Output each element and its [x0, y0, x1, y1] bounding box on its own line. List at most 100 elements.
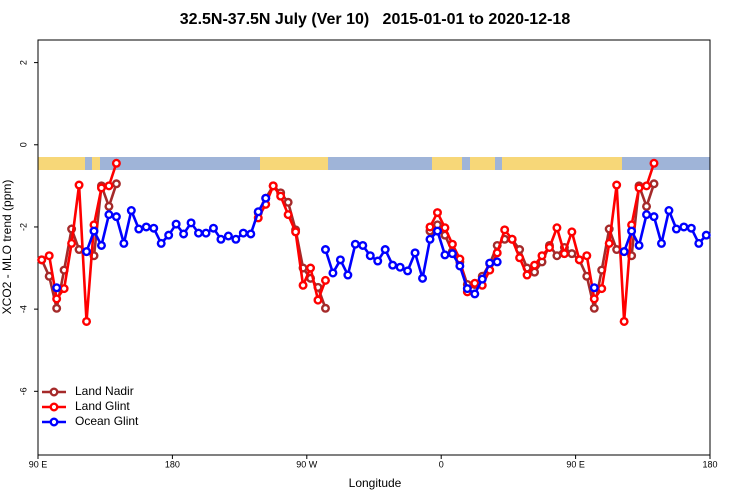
data-point	[470, 289, 480, 299]
data-point	[619, 247, 629, 257]
y-tick-label: 0	[18, 142, 28, 147]
data-point	[82, 247, 92, 257]
data-point	[455, 261, 465, 271]
data-point	[134, 224, 144, 234]
data-point	[567, 249, 577, 259]
data-point	[208, 223, 218, 233]
legend-marker	[49, 402, 59, 412]
x-tick-label: 180	[165, 459, 180, 469]
data-point	[313, 295, 323, 305]
data-point	[365, 251, 375, 261]
data-point	[156, 238, 166, 248]
data-point	[492, 257, 502, 267]
data-point	[649, 158, 659, 168]
data-point	[253, 207, 263, 217]
data-point	[664, 206, 674, 216]
data-point	[201, 228, 211, 238]
data-point	[522, 270, 532, 280]
legend-label: Land Nadir	[75, 384, 134, 398]
data-point	[111, 158, 121, 168]
data-point	[52, 303, 62, 313]
data-point	[37, 255, 47, 265]
x-tick-label: 0	[439, 459, 444, 469]
data-point	[559, 249, 569, 259]
data-point	[261, 193, 271, 203]
data-point	[343, 270, 353, 280]
data-point	[164, 230, 174, 240]
data-point	[477, 274, 487, 284]
data-point	[59, 284, 69, 294]
data-point	[410, 248, 420, 258]
data-point	[634, 240, 644, 250]
data-point	[582, 251, 592, 261]
x-tick-label: 90 E	[566, 459, 585, 469]
data-point	[111, 179, 121, 189]
data-point	[335, 255, 345, 265]
data-point	[649, 212, 659, 222]
data-point	[179, 229, 189, 239]
data-point	[544, 242, 554, 252]
x-tick-label: 90 W	[296, 459, 318, 469]
data-point	[447, 249, 457, 259]
legend-label: Ocean Glint	[75, 414, 139, 428]
data-point	[418, 273, 428, 283]
data-point	[701, 230, 711, 240]
data-point	[126, 206, 136, 216]
data-point	[380, 245, 390, 255]
data-point	[679, 222, 689, 232]
data-point	[589, 303, 599, 313]
land-band	[470, 157, 495, 170]
data-point	[492, 248, 502, 258]
y-axis-label: XCO2 - MLO trend (ppm)	[0, 180, 14, 315]
data-point	[589, 283, 599, 293]
data-point	[373, 256, 383, 266]
data-point	[694, 238, 704, 248]
data-point	[96, 183, 106, 193]
data-point	[403, 266, 413, 276]
data-point	[320, 303, 330, 313]
legend-label: Land Glint	[75, 399, 130, 413]
data-point	[104, 210, 114, 220]
data-point	[283, 210, 293, 220]
data-point	[74, 180, 84, 190]
data-point	[642, 210, 652, 220]
data-point	[671, 224, 681, 234]
data-point	[500, 225, 510, 235]
y-tick-label: -4	[18, 305, 28, 313]
x-tick-label: 180	[702, 459, 717, 469]
data-point	[246, 229, 256, 239]
data-point	[462, 284, 472, 294]
data-point	[612, 180, 622, 190]
data-point	[507, 234, 517, 244]
data-point	[276, 191, 286, 201]
legend-marker	[49, 387, 59, 397]
data-point	[574, 255, 584, 265]
data-point	[52, 283, 62, 293]
data-point	[119, 238, 129, 248]
series-line	[257, 183, 327, 305]
data-point	[82, 316, 92, 326]
data-point	[686, 223, 696, 233]
data-point	[597, 284, 607, 294]
data-point	[298, 280, 308, 290]
data-point	[619, 316, 629, 326]
land-band	[38, 157, 85, 170]
data-point	[552, 251, 562, 261]
data-point	[350, 239, 360, 249]
data-point	[223, 231, 233, 241]
data-point	[567, 227, 577, 237]
data-point	[642, 181, 652, 191]
data-point	[111, 212, 121, 222]
data-point	[96, 240, 106, 250]
data-point	[515, 253, 525, 263]
land-mask	[38, 157, 710, 170]
data-point	[470, 278, 480, 288]
data-point	[149, 223, 159, 233]
x-axis-label: Longitude	[349, 476, 402, 490]
land-band	[260, 157, 328, 170]
x-tick-label: 90 E	[29, 459, 48, 469]
data-point	[171, 219, 181, 229]
data-point	[425, 234, 435, 244]
data-point	[194, 228, 204, 238]
